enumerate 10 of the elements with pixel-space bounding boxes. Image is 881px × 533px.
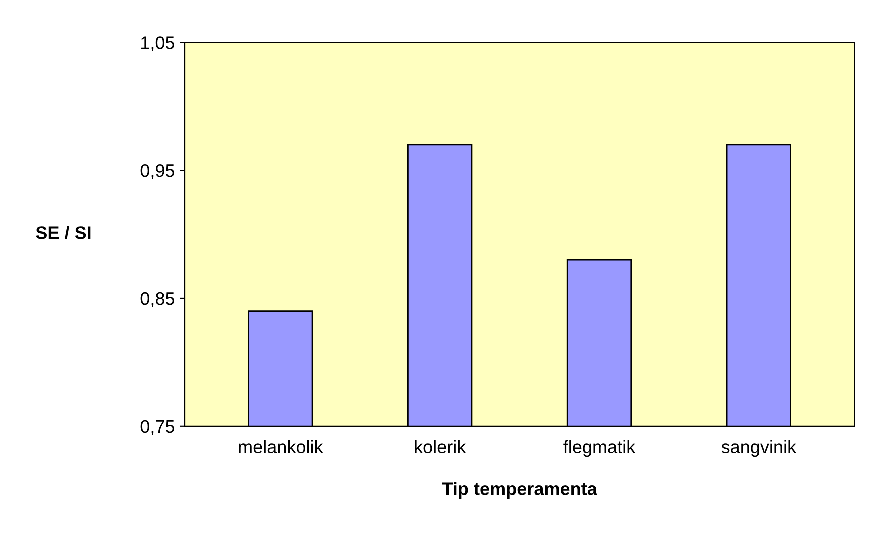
x-tick-label: sangvinik [722,440,797,458]
y-tick-label: 0,85 [140,292,175,308]
x-tick-label: melankolik [239,440,324,454]
x-tick-label: flegmatik [564,440,636,458]
y-axis-title: SE / SI [36,226,91,240]
y-tick-label: 1,05 [142,36,175,52]
x-axis-title: Tip temperamenta [442,482,598,499]
y-tick-label: 0,75 [140,420,175,436]
y-tick-label: 0,95 [140,164,175,180]
x-tick-label: kolerik [415,440,466,454]
